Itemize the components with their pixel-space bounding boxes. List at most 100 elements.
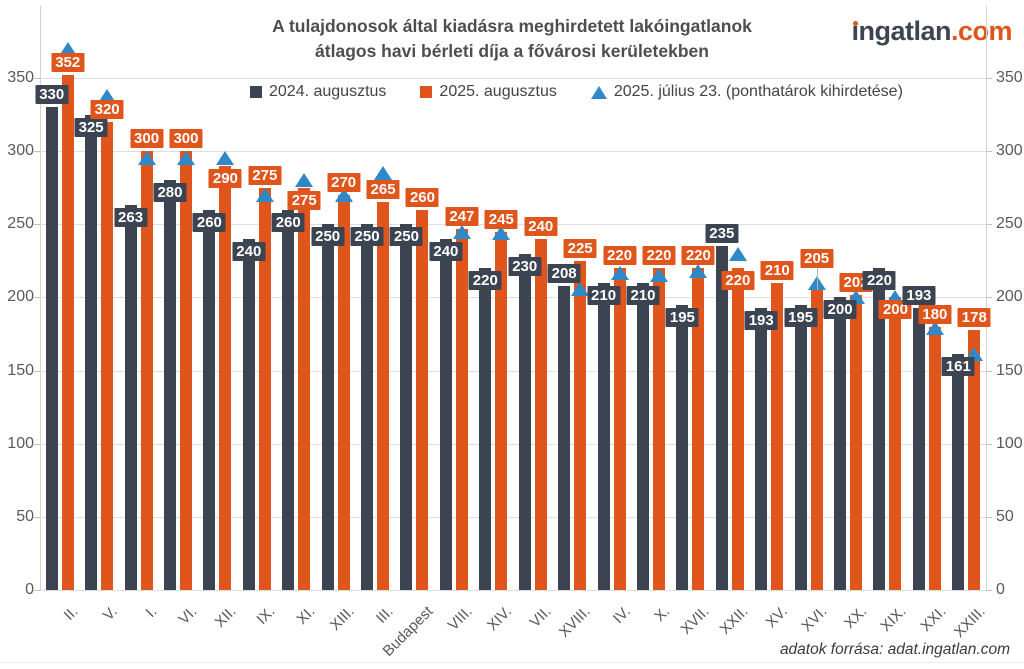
marker-july-XXI. xyxy=(925,321,944,336)
x-tick-label-XVIII.: XVIII. xyxy=(556,603,595,641)
bar-label-2025-XII.: 290 xyxy=(208,168,242,188)
bar-label-2024-XXIII.: 161 xyxy=(941,357,975,377)
bar-label-2024-XXII.: 235 xyxy=(705,224,739,244)
gridline xyxy=(40,151,986,153)
bar-2024-II. xyxy=(45,107,58,590)
bar-label-2024-XI.: 260 xyxy=(271,212,305,232)
bar-label-2025-VIII.: 247 xyxy=(445,206,479,226)
logo-i-dot-icon xyxy=(852,21,858,26)
bar-label-2025-XVII.: 220 xyxy=(681,246,715,266)
bar-2024-XVI. xyxy=(794,304,807,590)
brand-logo-name: ıngatlan xyxy=(851,16,951,46)
y-tickmark-right xyxy=(986,590,992,591)
bar-label-2025-VI.: 300 xyxy=(169,129,203,149)
bar-label-2025-XV.: 210 xyxy=(760,260,794,280)
bar-2024-VIII. xyxy=(439,238,452,590)
bar-2024-XVII. xyxy=(676,304,689,590)
y-tick-label-right: 250 xyxy=(996,215,1023,233)
bar-2024-XIX. xyxy=(873,268,886,590)
gridline xyxy=(40,443,986,445)
label-leader-line-XVI. xyxy=(816,268,818,291)
gridline xyxy=(40,297,986,299)
y-tickmark-left xyxy=(34,590,40,591)
legend-label: 2025. augusztus xyxy=(439,83,557,100)
bar-label-2025-V.: 320 xyxy=(90,99,124,119)
legend-square-icon xyxy=(420,86,433,98)
legend-item-july: 2025. július 23. (ponthatárok kihirdetés… xyxy=(590,83,903,101)
bar-label-2024-XXI.: 193 xyxy=(902,285,936,305)
bar-label-2025-XXI.: 180 xyxy=(918,304,952,324)
bar-2025-IV. xyxy=(613,268,626,590)
bar-label-2024-XVII.: 195 xyxy=(665,307,699,327)
chart-legend: 2024. augusztus 2025. augusztus 2025. júli… xyxy=(250,83,903,101)
marker-july-XIV. xyxy=(492,226,511,241)
bar-2024-XVIII. xyxy=(558,285,571,590)
bar-2025-Budapest xyxy=(416,209,429,590)
bar-label-2024-IV.: 210 xyxy=(587,285,621,305)
bar-label-2024-XIX.: 220 xyxy=(862,271,896,291)
bar-label-2025-I.: 300 xyxy=(130,129,164,149)
bar-label-2024-XV.: 193 xyxy=(744,310,778,330)
bar-label-2025-IX.: 275 xyxy=(248,165,282,185)
bar-label-2025-XXII.: 220 xyxy=(721,271,755,291)
bar-2025-XXI. xyxy=(928,326,941,590)
x-tick-label-X.: X. xyxy=(650,603,673,626)
legend-triangle-icon xyxy=(590,85,607,99)
x-tick-label-XVI.: XVI. xyxy=(798,603,831,636)
legend-item-2024: 2024. augusztus xyxy=(250,83,386,101)
y-tick-label-right: 200 xyxy=(996,288,1023,306)
gridline xyxy=(40,370,986,372)
y-tickmark-left xyxy=(34,370,40,372)
y-tickmark-left xyxy=(34,516,40,518)
y-tick-label-right: 150 xyxy=(996,361,1023,379)
bar-2024-XV. xyxy=(755,307,768,590)
y-tick-label-right: 50 xyxy=(996,507,1014,525)
bar-2025-XX. xyxy=(850,294,863,590)
bar-label-2025-XVIII.: 225 xyxy=(563,238,597,258)
chart-title: A tulajdonosok által kiadásra meghirdete… xyxy=(0,14,1024,63)
x-tick-label-III.: III. xyxy=(373,603,398,627)
bar-2024-XXII. xyxy=(715,246,728,590)
bar-2024-Budapest xyxy=(400,224,413,590)
bar-2024-XI. xyxy=(282,209,295,590)
bar-2025-III. xyxy=(377,202,390,590)
bar-label-2025-Budapest: 260 xyxy=(405,187,439,207)
bar-2025-V. xyxy=(101,121,114,590)
y-tick-label-left: 0 xyxy=(25,581,34,598)
legend-square-icon xyxy=(250,86,262,98)
bar-2025-II. xyxy=(61,75,74,590)
legend-label: 2025. július 23. (ponthatárok kihirdetés… xyxy=(613,83,903,100)
y-tickmark-left xyxy=(34,297,40,299)
bar-label-2024-XVI.: 195 xyxy=(784,307,818,327)
y-tick-label-left: 250 xyxy=(7,215,34,233)
bar-2025-XIX. xyxy=(889,297,902,590)
bar-2025-XII. xyxy=(219,165,232,590)
y-tickmark-right xyxy=(986,224,992,226)
bar-label-2024-X.: 210 xyxy=(626,285,660,305)
y-axis-line-left xyxy=(40,6,41,590)
bar-2024-XX. xyxy=(834,297,847,590)
bar-label-2024-XX.: 200 xyxy=(823,300,857,320)
bar-label-2025-II.: 352 xyxy=(51,53,85,73)
bar-label-2024-V.: 325 xyxy=(74,117,108,137)
y-tick-label-left: 150 xyxy=(7,361,34,379)
y-tick-label-right: 350 xyxy=(996,69,1023,86)
bar-label-2024-XII.: 260 xyxy=(192,212,226,232)
y-tickmark-right xyxy=(986,370,992,372)
y-tickmark-left xyxy=(34,224,40,226)
bar-label-2024-II.: 330 xyxy=(35,85,69,105)
x-tick-label-XVII.: XVII. xyxy=(677,603,713,639)
bar-label-2025-XIV.: 245 xyxy=(484,209,518,229)
x-tick-label-IV.: IV. xyxy=(609,603,634,628)
bar-2025-XIV. xyxy=(495,231,508,590)
marker-july-V. xyxy=(98,88,117,103)
bar-2024-V. xyxy=(85,114,98,590)
gridline xyxy=(40,516,986,518)
bar-label-2024-III.: 250 xyxy=(350,227,384,247)
bar-label-2025-XXIII.: 178 xyxy=(957,307,991,327)
legend-label: 2024. augusztus xyxy=(269,83,387,100)
bar-label-2025-X.: 220 xyxy=(642,246,676,266)
x-tick-label-XV.: XV. xyxy=(763,603,792,632)
y-tickmark-right xyxy=(986,516,992,518)
bar-2024-VI. xyxy=(163,180,176,590)
